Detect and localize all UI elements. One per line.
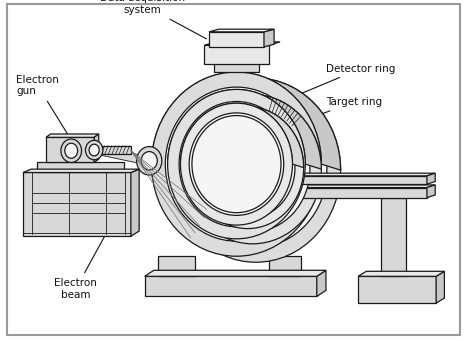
Text: Detector ring: Detector ring (271, 64, 395, 106)
Ellipse shape (180, 103, 293, 225)
Ellipse shape (85, 140, 103, 160)
Polygon shape (427, 185, 435, 198)
Polygon shape (213, 62, 260, 72)
Ellipse shape (168, 89, 305, 239)
Polygon shape (427, 173, 435, 184)
Polygon shape (151, 72, 341, 170)
Ellipse shape (61, 139, 82, 163)
Polygon shape (268, 256, 301, 276)
Ellipse shape (184, 95, 322, 244)
Polygon shape (317, 270, 326, 296)
Polygon shape (131, 169, 139, 236)
Ellipse shape (141, 152, 158, 170)
Polygon shape (99, 147, 149, 166)
Ellipse shape (171, 78, 341, 262)
Text: Electron
beam: Electron beam (55, 195, 127, 300)
Polygon shape (46, 134, 99, 137)
Polygon shape (381, 198, 406, 276)
Polygon shape (37, 163, 124, 172)
Polygon shape (158, 256, 195, 276)
Polygon shape (204, 45, 268, 64)
Polygon shape (144, 276, 317, 296)
Ellipse shape (192, 116, 281, 213)
Polygon shape (381, 195, 415, 198)
Ellipse shape (137, 147, 162, 175)
Ellipse shape (165, 87, 308, 241)
Polygon shape (179, 185, 435, 188)
Ellipse shape (201, 119, 288, 214)
Polygon shape (358, 271, 445, 276)
Polygon shape (264, 29, 274, 47)
Polygon shape (180, 103, 304, 168)
Polygon shape (358, 276, 436, 303)
Ellipse shape (65, 143, 78, 158)
Ellipse shape (192, 107, 304, 228)
Polygon shape (174, 173, 435, 176)
Ellipse shape (195, 106, 310, 232)
Ellipse shape (151, 72, 322, 256)
Ellipse shape (179, 102, 294, 227)
Ellipse shape (189, 113, 284, 215)
Polygon shape (23, 169, 139, 172)
Polygon shape (204, 42, 280, 45)
Polygon shape (179, 188, 427, 198)
Text: Electron
gun: Electron gun (16, 74, 75, 145)
Polygon shape (46, 137, 94, 163)
Polygon shape (209, 32, 264, 47)
Polygon shape (209, 29, 274, 32)
Text: Target ring: Target ring (287, 97, 382, 126)
Ellipse shape (200, 116, 295, 219)
Ellipse shape (185, 93, 327, 247)
Text: Data acquisition
system: Data acquisition system (100, 0, 206, 39)
Polygon shape (94, 146, 131, 154)
Ellipse shape (89, 144, 99, 156)
Polygon shape (23, 172, 131, 236)
Polygon shape (174, 176, 427, 184)
Polygon shape (144, 270, 326, 276)
Polygon shape (168, 89, 322, 169)
Polygon shape (94, 134, 99, 163)
Polygon shape (436, 271, 445, 303)
